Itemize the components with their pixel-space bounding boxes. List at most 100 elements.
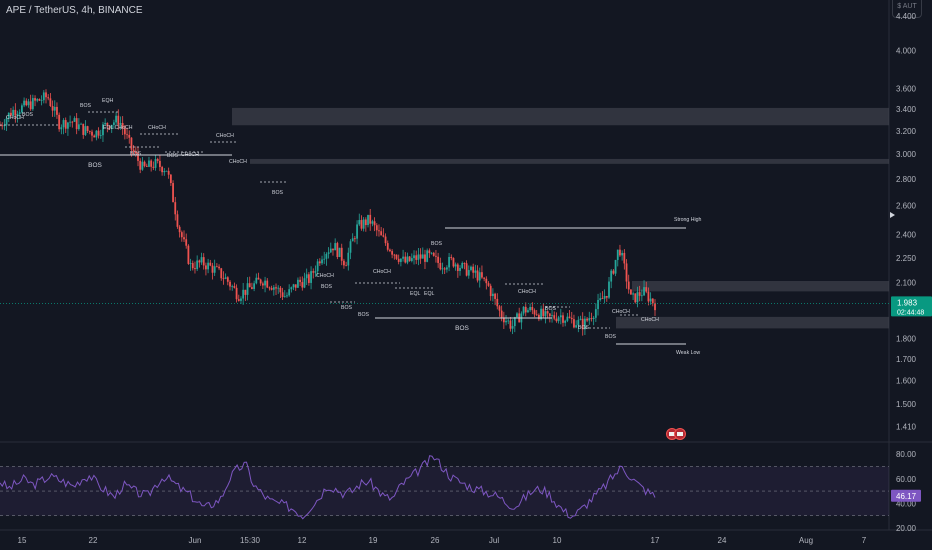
currency-button[interactable]: $ AUT	[892, 0, 922, 18]
price-tick-label: 4.000	[896, 46, 917, 55]
candle-body	[115, 115, 118, 123]
candle	[577, 316, 580, 333]
rsi-tick-label: 40.00	[896, 499, 917, 508]
candle-body	[194, 268, 196, 270]
candle	[463, 262, 466, 270]
candle	[616, 249, 619, 267]
candle-body	[529, 307, 532, 311]
candle	[498, 304, 501, 317]
candle-body	[424, 254, 426, 262]
candle	[174, 196, 177, 221]
candle-body	[340, 247, 343, 261]
candle-body	[88, 130, 91, 132]
candle	[187, 244, 190, 265]
time-tick-label: 15	[18, 536, 27, 545]
candle	[60, 124, 63, 135]
candle-body	[443, 268, 446, 270]
price-tick-label: 2.100	[896, 279, 917, 288]
event-flag-mark	[669, 432, 675, 436]
candle	[386, 240, 389, 252]
candle	[253, 280, 256, 292]
candle-body	[49, 98, 52, 107]
structure-label: CHoCH	[612, 309, 630, 315]
candle	[583, 315, 586, 336]
candle-body	[461, 262, 464, 268]
candle-body	[121, 122, 124, 129]
candle-body	[362, 219, 365, 229]
candle-body	[336, 243, 339, 257]
candle-body	[310, 271, 312, 283]
candle	[0, 121, 1, 127]
candle	[445, 265, 448, 273]
candle	[605, 295, 608, 302]
candle	[163, 168, 166, 176]
candle-body	[452, 258, 455, 267]
candle	[428, 248, 431, 258]
candle	[159, 154, 161, 172]
candle-body	[603, 295, 606, 299]
candle-body	[36, 99, 39, 101]
time-tick-label: 10	[553, 536, 562, 545]
candle-body	[145, 165, 148, 167]
candle	[630, 289, 632, 295]
candle-body	[141, 161, 144, 170]
candle	[270, 285, 273, 291]
candle	[189, 258, 192, 271]
candle-body	[80, 123, 82, 125]
price-tick-label: 2.600	[896, 202, 917, 211]
rsi-tick-label: 60.00	[896, 475, 917, 484]
candle	[634, 293, 637, 304]
candle-body	[31, 98, 34, 110]
candle	[259, 278, 262, 286]
candle-body	[373, 221, 376, 226]
candle	[437, 252, 440, 268]
candle-body	[3, 125, 6, 127]
structure-label: CHoCH	[216, 133, 234, 139]
candle	[82, 123, 85, 139]
candle	[450, 254, 453, 261]
candle-body	[297, 279, 299, 288]
structure-label: CHoCH	[229, 159, 247, 165]
candle	[99, 129, 102, 139]
candle	[533, 308, 536, 318]
candle-body	[502, 317, 505, 323]
candle	[384, 233, 387, 246]
candle	[380, 226, 383, 236]
candle	[25, 98, 28, 107]
candle-body	[448, 256, 450, 268]
candle-body	[402, 256, 404, 259]
candle	[172, 180, 174, 203]
weak-low-label: Weak Low	[676, 350, 700, 356]
event-flag-icon[interactable]	[674, 428, 686, 440]
price-tick-label: 1.410	[896, 422, 917, 431]
candle-body	[152, 166, 155, 168]
candle-body	[259, 279, 262, 284]
candle	[404, 252, 407, 264]
candle-body	[299, 279, 302, 283]
candle	[461, 261, 464, 270]
structure-label: BOS	[341, 305, 352, 311]
candle-body	[292, 284, 295, 288]
candle	[14, 103, 17, 123]
candle	[448, 252, 450, 272]
candle	[126, 127, 128, 139]
candle	[487, 281, 490, 287]
candle-body	[465, 263, 468, 276]
candle	[597, 293, 599, 316]
candle-body	[428, 250, 431, 254]
candle-body	[489, 285, 492, 297]
candle-body	[137, 153, 139, 161]
candle-body	[237, 299, 240, 301]
candle	[581, 312, 584, 336]
candle	[452, 257, 455, 268]
candle	[524, 302, 527, 317]
candle-body	[531, 307, 534, 311]
candle	[375, 223, 378, 237]
candle-body	[325, 253, 328, 259]
candle	[516, 312, 518, 319]
resistance-zone-right	[632, 280, 889, 292]
candle	[522, 306, 525, 316]
price-tick-label: 1.500	[896, 400, 917, 409]
candle	[614, 259, 617, 277]
